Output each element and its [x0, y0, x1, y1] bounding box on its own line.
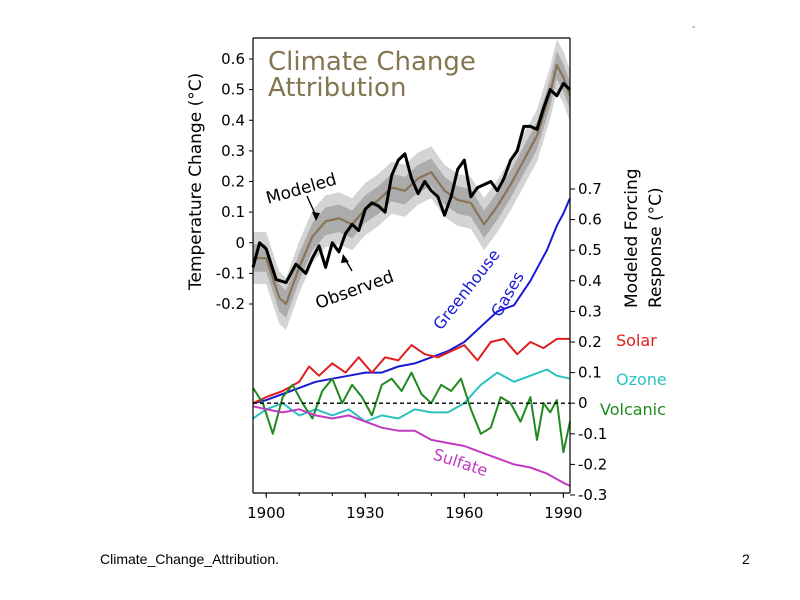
series-modeled [253, 63, 572, 306]
series-observed [251, 82, 572, 285]
x-tick-label: 1960 [445, 504, 483, 522]
chart-title-line2: Attribution [268, 73, 406, 103]
series-volcanic [252, 371, 571, 454]
right-tick-label: 0.6 [578, 211, 602, 229]
label-ozone: Ozone [616, 370, 667, 389]
series-solar [252, 337, 570, 405]
left-tick-label: 0.3 [221, 142, 245, 160]
arrowhead-modeled [312, 212, 320, 221]
left-tick-label: 0.1 [221, 203, 245, 221]
series-sulfate [252, 405, 571, 487]
left-axis-label: Temperature Change (°C) [186, 73, 206, 291]
slide-caption: Climate_Change_Attribution. [100, 551, 279, 567]
right-tick-label: 0.5 [578, 241, 602, 259]
corner-mark: - [692, 22, 696, 33]
right-tick-label: -0.3 [578, 486, 607, 504]
right-tick-label: 0 [578, 394, 588, 412]
series-ozone [252, 368, 571, 423]
left-tick-label: 0.4 [221, 111, 245, 129]
left-tick-label: -0.2 [216, 295, 245, 313]
arrowhead-observed [341, 254, 349, 263]
right-axis-label-line2: Response (°C) [646, 187, 666, 308]
label-greenhouse-line1: Greenhouse [429, 246, 504, 334]
left-tick-label: 0.2 [221, 173, 245, 191]
annotation-observed: Observed [313, 267, 397, 314]
right-tick-label: -0.2 [578, 455, 607, 473]
right-tick-label: 0.7 [578, 180, 602, 198]
right-axis-label-line1: Modeled Forcing [622, 168, 642, 308]
label-solar: Solar [616, 331, 657, 350]
right-tick-label: 0.2 [578, 333, 602, 351]
x-tick-label: 1900 [247, 504, 285, 522]
axes [252, 37, 571, 494]
left-tick-label: 0.6 [221, 50, 245, 68]
page-number: 2 [742, 551, 750, 567]
right-tick-label: -0.1 [578, 425, 607, 443]
right-tick-label: 0.3 [578, 302, 602, 320]
series-greenhouse-gases [252, 197, 571, 405]
left-tick-label: -0.1 [216, 264, 245, 282]
series-layer [251, 63, 572, 487]
x-tick-label: 1990 [544, 504, 582, 522]
left-tick-label: 0 [235, 234, 245, 252]
right-tick-label: 0.4 [578, 272, 602, 290]
x-tick-label: 1930 [346, 504, 384, 522]
right-tick-label: 0.1 [578, 364, 602, 382]
left-tick-label: 0.5 [221, 81, 245, 99]
chart-title-line1: Climate Change [268, 47, 476, 77]
ticks: 0.6 0.5 0.4 0.3 0.2 0.1 0 -0.1 -0.2 0.7 0.6 0.5 0.4 0… [216, 50, 608, 522]
label-sulfate: Sulfate [431, 445, 490, 480]
label-volcanic: Volcanic [600, 400, 666, 419]
